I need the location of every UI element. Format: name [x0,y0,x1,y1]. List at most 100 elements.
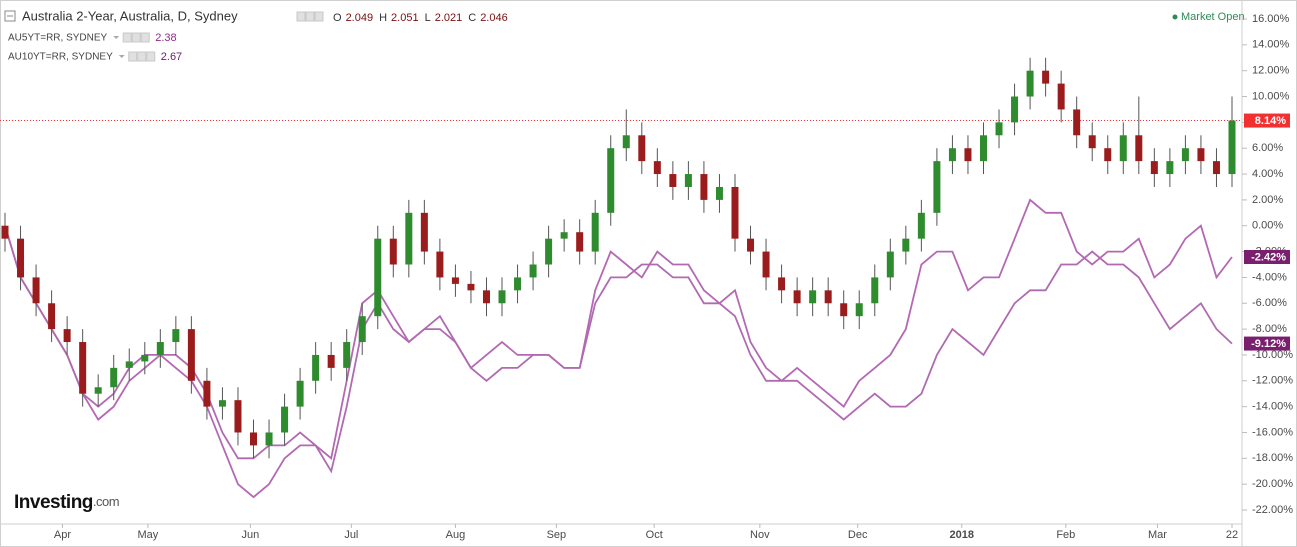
series-tool-icon [131,32,141,43]
candle-body [1150,161,1158,175]
candle-body [141,354,149,362]
candle-body [793,290,801,304]
comparison-line [4,198,1233,499]
legend-name: AU5YT=RR, SYDNEY [8,33,108,44]
legend-value: 2.67 [161,51,182,63]
candle-body [762,251,770,278]
ohlc-value: 2.046 [480,12,508,24]
candle-body [669,174,677,187]
candle-body [343,342,351,368]
candle-body [715,186,723,200]
candle-body [824,290,832,304]
candle-body [63,329,71,343]
candle-body [203,380,211,407]
candle-body [871,277,879,304]
x-tick-label: Aug [446,529,466,541]
candle-body [1119,135,1127,162]
series-tool-icon [146,51,156,62]
candle-body [1026,70,1034,97]
last-value-badge [1244,336,1290,351]
legend-value: 2.38 [155,32,176,44]
y-tick-label: 14.00% [1252,39,1290,51]
candle-body [545,238,553,265]
x-tick-label: Apr [54,529,71,541]
candle-body [389,238,397,265]
candle-body [560,232,568,239]
candle-body [125,361,133,368]
last-value-label: -2.42% [1251,251,1286,263]
candle-body [79,342,87,394]
x-tick-label: Nov [750,529,770,541]
candle-body [234,400,242,433]
candle-body [451,277,459,284]
candle-body [948,148,956,162]
series-tool-icon [137,51,147,62]
candle-body [1228,120,1236,175]
candle-body [1057,83,1065,110]
x-tick-label: Jun [242,529,260,541]
candle-body [1088,135,1096,149]
ohlc-key: H [379,12,387,24]
x-tick-label: 2018 [950,529,974,541]
candle-body [1011,96,1019,123]
x-tick-label: May [138,529,159,541]
legend-caret [118,55,125,58]
y-tick-label: 16.00% [1252,13,1290,25]
logo-suffix: .com [93,494,119,509]
ohlc-key: O [333,12,342,24]
candle-body [156,342,164,355]
candle-body [933,161,941,213]
candle-body [855,303,863,317]
x-tick-label: 22 [1226,529,1238,541]
x-tick-label: Feb [1056,529,1075,541]
candle-body [172,329,180,343]
last-value-label: -9.12% [1251,338,1286,350]
candle-body [281,406,289,433]
candle-body [467,283,475,291]
candle-body [638,135,646,162]
candle-body [358,316,366,343]
logo-main: Investing [14,492,93,513]
y-tick-label: -12.00% [1252,375,1293,387]
collapse-icon[interactable] [4,10,16,22]
candle-body [296,380,304,407]
candle-body [995,122,1003,136]
series-tool-icon [128,51,138,62]
y-tick-label: -10.00% [1252,349,1293,361]
candle-body [1135,135,1143,162]
y-tick-label: 6.00% [1252,142,1283,154]
series-tool-icon [314,11,324,22]
y-tick-label: -14.00% [1252,401,1293,413]
candle-body [700,174,708,200]
logo: Investing.com [14,492,119,513]
y-tick-label: -20.00% [1252,478,1293,490]
candle-body [187,329,195,381]
candle-body [607,148,615,213]
candle-body [218,400,226,407]
market-status: Market Open [1181,11,1245,23]
y-tick-label: -4.00% [1252,271,1287,283]
candle-body [1181,148,1189,162]
candle-body [1104,148,1112,162]
candle-body [436,251,444,278]
candle-body [684,174,692,187]
candle-body [514,277,522,291]
candle-body [250,432,258,446]
candle-body [529,264,537,278]
candle-body [917,212,925,239]
series-tool-icon [305,11,315,22]
candle-body [1197,148,1205,162]
candle-body [653,161,661,175]
candle-body [902,238,910,252]
x-tick-label: Jul [344,529,358,541]
candle-body [778,277,786,291]
ohlc-value: 2.049 [346,12,374,24]
candle-body [591,212,599,252]
candle-body [576,232,584,252]
x-tick-label: Dec [848,529,868,541]
candle-body [405,212,413,265]
chart-title: Australia 2-Year, Australia, D, Sydney [22,8,238,23]
status-dot [1172,14,1178,20]
